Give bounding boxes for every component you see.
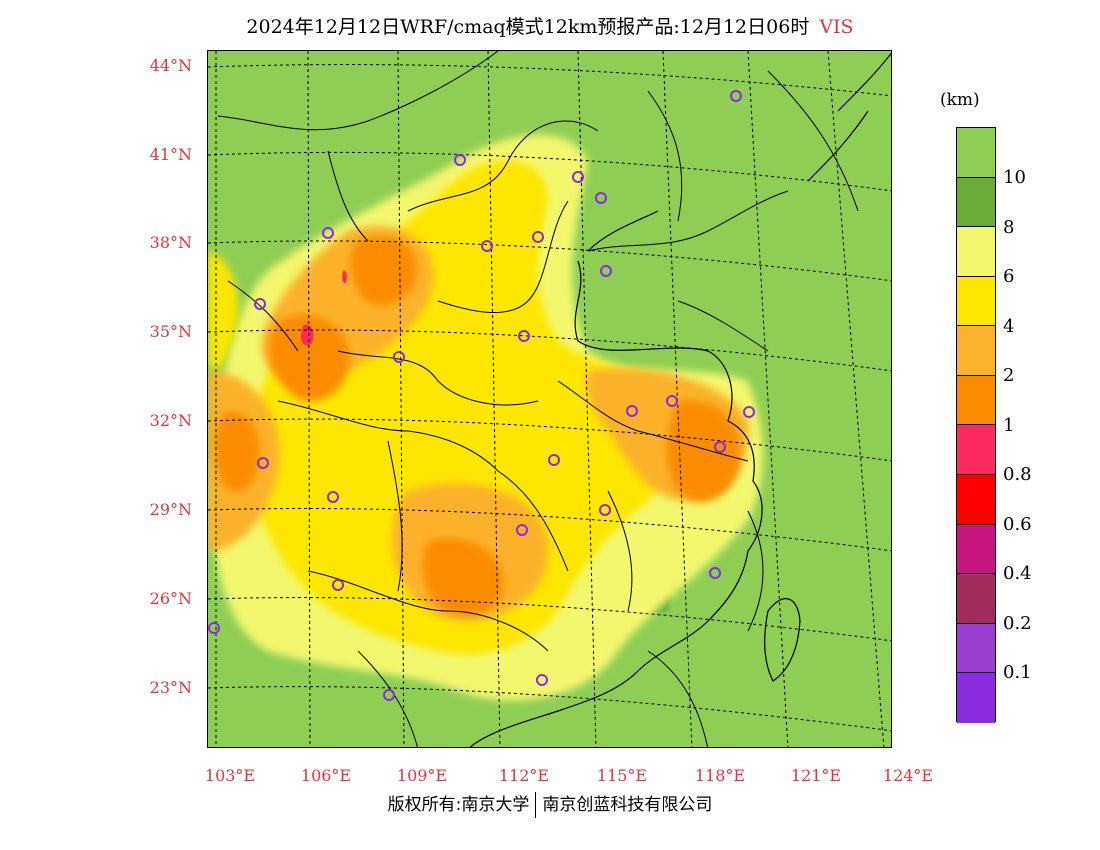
lon-label: 109°E xyxy=(396,766,448,785)
vis-1-2-region xyxy=(215,236,740,616)
legend-label: 0.1 xyxy=(1003,662,1032,683)
footer-left: 版权所有:南京大学 xyxy=(387,795,530,815)
station-marker xyxy=(481,240,493,252)
legend-label: 0.2 xyxy=(1003,613,1032,634)
legend-swatch xyxy=(957,574,995,624)
map-title: 2024年12月12日WRF/cmaq模式12km预报产品:12月12日06时 V… xyxy=(0,12,1100,39)
coastline xyxy=(469,52,891,747)
legend-swatch xyxy=(957,475,995,525)
title-main: 2024年12月12日WRF/cmaq模式12km预报产品:12月12日06时 xyxy=(246,16,810,38)
legend-label: 0.4 xyxy=(1003,563,1032,584)
legend-swatch xyxy=(957,623,995,674)
footer-right: 南京创蓝科技有限公司 xyxy=(542,795,713,815)
station-marker xyxy=(548,454,560,466)
station-marker xyxy=(332,579,344,591)
legend-swatch xyxy=(957,326,995,376)
legend-swatch xyxy=(957,227,995,277)
station-marker xyxy=(257,457,269,469)
lon-label: 121°E xyxy=(790,766,842,785)
station-marker xyxy=(536,674,548,686)
station-marker xyxy=(516,524,528,536)
visibility-map xyxy=(208,51,891,747)
title-variable: VIS xyxy=(819,16,854,38)
station-marker xyxy=(595,192,607,204)
lon-label: 103°E xyxy=(204,766,256,785)
station-marker xyxy=(327,491,339,503)
footer-separator xyxy=(535,792,537,818)
lon-label: 124°E xyxy=(882,766,934,785)
station-marker xyxy=(666,395,678,407)
legend-label: 0.6 xyxy=(1003,514,1032,535)
lat-label: 26°N xyxy=(149,589,192,608)
station-marker xyxy=(709,567,721,579)
legend-label: 6 xyxy=(1003,266,1015,287)
station-marker xyxy=(572,171,584,183)
legend-unit: (km) xyxy=(940,90,980,110)
station-marker xyxy=(518,330,530,342)
station-marker xyxy=(730,90,742,102)
lon-label: 118°E xyxy=(694,766,746,785)
legend-swatch xyxy=(957,128,995,178)
station-marker xyxy=(254,298,266,310)
legend-swatch xyxy=(957,524,995,575)
legend-label: 2 xyxy=(1003,365,1015,386)
legend-swatch xyxy=(957,375,995,426)
copyright-footer: 版权所有:南京大学 南京创蓝科技有限公司 xyxy=(0,790,1100,818)
legend-label: 8 xyxy=(1003,217,1015,238)
station-marker xyxy=(454,154,466,166)
station-marker xyxy=(743,406,755,418)
lat-label: 23°N xyxy=(149,678,192,697)
lat-label: 32°N xyxy=(149,411,192,430)
legend-swatch xyxy=(957,673,995,723)
station-markers xyxy=(208,90,755,701)
legend-swatch xyxy=(957,276,995,327)
lat-label: 44°N xyxy=(149,56,192,75)
legend-swatch xyxy=(957,177,995,228)
station-marker xyxy=(599,504,611,516)
lat-label: 38°N xyxy=(149,233,192,252)
graticule xyxy=(208,51,891,747)
legend-label: 0.8 xyxy=(1003,464,1032,485)
station-marker xyxy=(383,689,395,701)
lat-label: 29°N xyxy=(149,500,192,519)
legend-swatch xyxy=(957,425,995,476)
station-marker xyxy=(532,231,544,243)
color-legend xyxy=(956,127,996,723)
lon-label: 112°E xyxy=(498,766,550,785)
station-marker xyxy=(714,441,726,453)
legend-label: 1 xyxy=(1003,415,1015,436)
station-marker xyxy=(600,265,612,277)
legend-label: 10 xyxy=(1003,167,1026,188)
province-boundaries xyxy=(217,51,859,747)
lon-label: 115°E xyxy=(596,766,648,785)
station-marker xyxy=(208,622,220,634)
map-panel[interactable] xyxy=(207,50,892,748)
lat-label: 41°N xyxy=(149,145,192,164)
station-marker xyxy=(626,405,638,417)
station-marker xyxy=(393,351,405,363)
lat-label: 35°N xyxy=(149,322,192,341)
station-marker xyxy=(322,227,334,239)
lon-label: 106°E xyxy=(300,766,352,785)
legend-label: 4 xyxy=(1003,316,1015,337)
